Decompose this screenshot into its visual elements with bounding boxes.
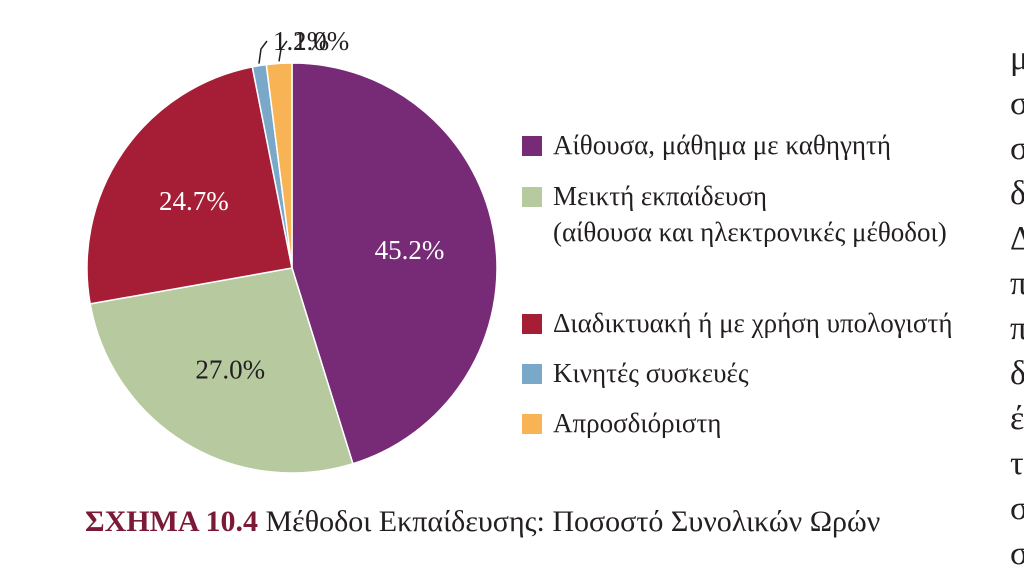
figure-caption: ΣΧΗΜΑ 10.4 Μέθοδοι Εκπαίδευσης: Ποσοστό …: [85, 505, 880, 539]
pie-chart: 45.2% 27.0% 24.7% 1.1%2.0%: [86, 26, 498, 474]
figure-caption-text: Μέθοδοι Εκπαίδευσης: Ποσοστό Συνολικών Ω…: [257, 505, 881, 538]
legend-swatch-blended: [522, 187, 542, 207]
pie-slice-unspecified: [265, 62, 293, 269]
slice-label-blended: 27.0%: [195, 355, 265, 385]
legend-label-blended-line2: (αίθουσα και ηλεκτρονικές μέθοδοι): [553, 217, 947, 247]
slice-label-classroom: 45.2%: [375, 235, 445, 265]
leader-line-unspecified: [278, 40, 288, 62]
legend-label-online: Διαδικτυακή ή με χρήση υπολογιστή: [553, 308, 953, 338]
slice-label-unspecified: 2.0%: [293, 26, 349, 56]
figure-number: ΣΧΗΜΑ 10.4: [85, 505, 258, 538]
pie-slice-online: [86, 65, 293, 305]
slice-label-mobile: 1.1%: [273, 26, 329, 56]
legend-swatch-unspecified: [522, 414, 542, 434]
cropped-body-text: μ σ σ δ Δ π π δ έ τ σ σ: [1010, 40, 1024, 572]
pie-slice-blended: [89, 267, 354, 474]
legend-label-unspecified: Απροσδιόριστη: [553, 408, 722, 438]
legend-swatch-online: [522, 314, 542, 334]
leader-line-mobile: [258, 40, 268, 64]
legend-label-classroom: Αίθουσα, μάθημα με καθηγητή: [553, 130, 891, 160]
pie-slice-classroom: [291, 62, 498, 465]
slice-label-online: 24.7%: [159, 186, 229, 216]
legend-label-mobile: Κινητές συσκευές: [553, 358, 749, 388]
legend-swatch-classroom: [522, 136, 542, 156]
legend-swatch-mobile: [522, 364, 542, 384]
legend-label-blended: Μεικτή εκπαίδευση: [553, 181, 768, 211]
